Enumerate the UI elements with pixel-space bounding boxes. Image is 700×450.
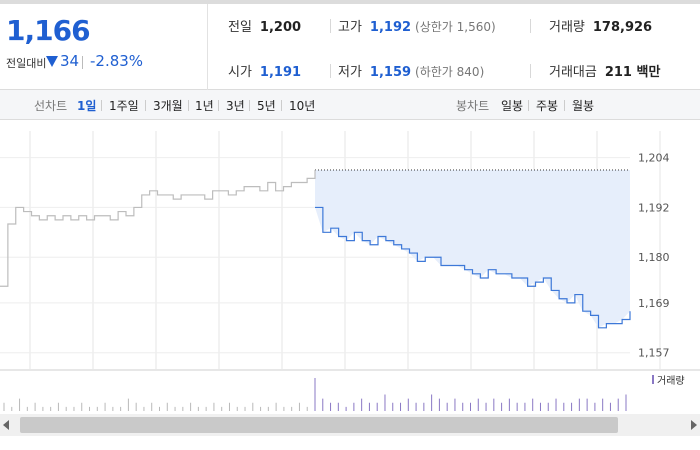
prev-close-value: 1,200	[259, 20, 302, 35]
divider	[530, 19, 531, 33]
upper-limit: (상한가 1,560)	[415, 20, 496, 34]
low-label: 저가	[338, 65, 362, 80]
divider	[101, 100, 102, 111]
tab-1-day[interactable]: 1일	[77, 99, 97, 113]
amount-value: 211 백만	[604, 65, 661, 80]
change-label: 전일대비	[6, 57, 47, 70]
tab-3-years[interactable]: 3년	[226, 99, 245, 113]
candle-chart-label: 봉차트	[456, 99, 490, 113]
open-value: 1,191	[259, 65, 302, 80]
amount: 거래대금 211 백만	[549, 61, 660, 80]
quote-panel: 1,166 전일대비 34 -2.83% 전일 1,200 고가 1,192 (상한가…	[0, 4, 700, 90]
scrollbar-thumb[interactable]	[20, 417, 618, 433]
low-value: 1,159	[369, 65, 412, 80]
price-chart-svg: 1,204 1,192 1,180 1,169 1,157 거래량	[0, 131, 700, 411]
price-box: 1,166 전일대비 34 -2.83%	[0, 4, 208, 90]
divider	[218, 100, 219, 111]
volume-legend-swatch	[652, 375, 654, 384]
volume-value: 178,926	[592, 20, 653, 35]
volume-label: 거래량	[549, 20, 585, 35]
prev-close: 전일 1,200	[228, 16, 301, 35]
lower-limit: (하한가 840)	[415, 65, 485, 79]
down-arrow-icon	[46, 56, 58, 67]
prev-close-label: 전일	[228, 20, 252, 35]
divider	[330, 64, 331, 78]
line-chart-label: 선차트	[34, 99, 68, 113]
high: 고가 1,192 (상한가 1,560)	[338, 16, 496, 35]
high-value: 1,192	[369, 20, 412, 35]
tab-10-years[interactable]: 10년	[289, 99, 316, 113]
volume: 거래량 178,926	[549, 16, 652, 35]
tab-monthly-candle[interactable]: 월봉	[572, 99, 595, 113]
y-tick-label: 1,180	[638, 251, 670, 264]
previous-day-line	[0, 170, 316, 287]
scroll-right-icon[interactable]	[691, 420, 697, 430]
scroll-left-icon[interactable]	[3, 420, 9, 430]
tab-1-year[interactable]: 1년	[195, 99, 214, 113]
divider	[82, 56, 83, 69]
top-bar	[0, 0, 700, 4]
bottom-strip	[0, 436, 700, 450]
tab-daily-candle[interactable]: 일봉	[501, 99, 524, 113]
divider	[188, 100, 189, 111]
divider	[281, 100, 282, 111]
change-value: 34	[60, 52, 80, 70]
divider	[249, 100, 250, 111]
tab-1-week[interactable]: 1주일	[109, 99, 139, 113]
tab-weekly-candle[interactable]: 주봉	[536, 99, 559, 113]
chart-scrollbar[interactable]	[0, 414, 700, 436]
tab-3-months[interactable]: 3개월	[153, 99, 183, 113]
price-chart: 1,204 1,192 1,180 1,169 1,157 거래량	[0, 121, 700, 414]
amount-label: 거래대금	[549, 65, 597, 80]
high-label: 고가	[338, 20, 362, 35]
divider	[330, 19, 331, 33]
low: 저가 1,159 (하한가 840)	[338, 61, 484, 80]
y-tick-label: 1,157	[638, 347, 670, 360]
open: 시가 1,191	[228, 61, 301, 80]
y-tick-label: 1,169	[638, 297, 670, 310]
open-label: 시가	[228, 65, 252, 80]
divider	[145, 100, 146, 111]
today-price-line	[315, 206, 631, 329]
divider	[530, 64, 531, 78]
divider	[528, 100, 529, 111]
chart-tab-bar: 선차트 1일 1주일 3개월 1년 3년 5년 10년 봉차트 일봉 주봉 월봉	[0, 90, 700, 120]
divider	[564, 100, 565, 111]
y-tick-label: 1,192	[638, 201, 670, 214]
change-percent: -2.83%	[90, 52, 144, 70]
y-tick-label: 1,204	[638, 152, 670, 165]
current-price: 1,166	[6, 14, 91, 47]
tab-5-years[interactable]: 5년	[257, 99, 276, 113]
volume-legend-label: 거래량	[657, 375, 685, 387]
